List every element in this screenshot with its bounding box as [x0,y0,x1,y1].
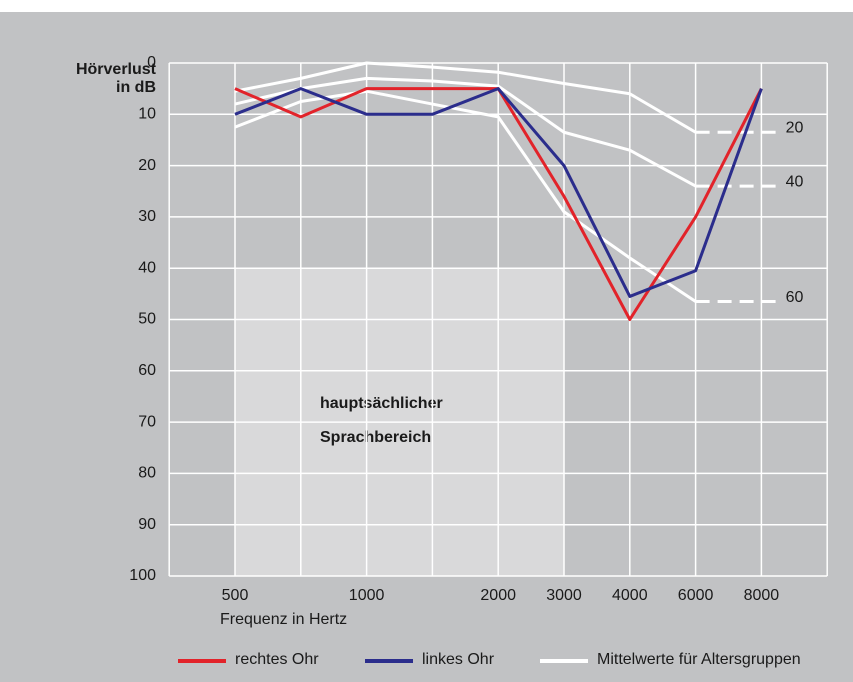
legend-label: rechtes Ohr [235,651,319,668]
legend-label: Mittelwerte für Altersgruppen [597,651,801,668]
y-tick-label: 30 [138,208,156,225]
y-tick-label: 10 [138,106,156,123]
x-label: Frequenz in Hertz [220,611,347,628]
y-tick-label: 50 [138,311,156,328]
y-tick-label: 20 [138,157,156,174]
age-label: 20 [786,119,804,136]
legend-label: linkes Ohr [422,651,495,668]
age-label: 60 [786,289,804,306]
y-tick-label: 100 [129,567,156,584]
y-tick-label: 80 [138,465,156,482]
x-tick-label: 1000 [349,587,385,604]
age-label: 40 [786,173,804,190]
x-tick-label: 2000 [480,587,516,604]
region-label: hauptsächlicher [320,395,443,412]
y-tick-label: 60 [138,362,156,379]
series-line [234,87,763,298]
x-tick-label: 4000 [612,587,648,604]
y-tick-label: 70 [138,413,156,430]
x-tick-label: 500 [222,587,249,604]
x-tick-label: 3000 [546,587,582,604]
y-tick-label: 40 [138,259,156,276]
age-line [234,61,697,134]
region-label: Sprachbereich [320,429,431,446]
age-line [234,76,697,188]
y-tick-label: 90 [138,516,156,533]
y-tick-label: 0 [147,54,156,71]
x-tick-label: 6000 [678,587,714,604]
y-label: in dB [116,79,156,96]
age-line [234,89,697,303]
x-tick-label: 8000 [744,587,780,604]
y-label: Hörverlust [76,61,157,78]
